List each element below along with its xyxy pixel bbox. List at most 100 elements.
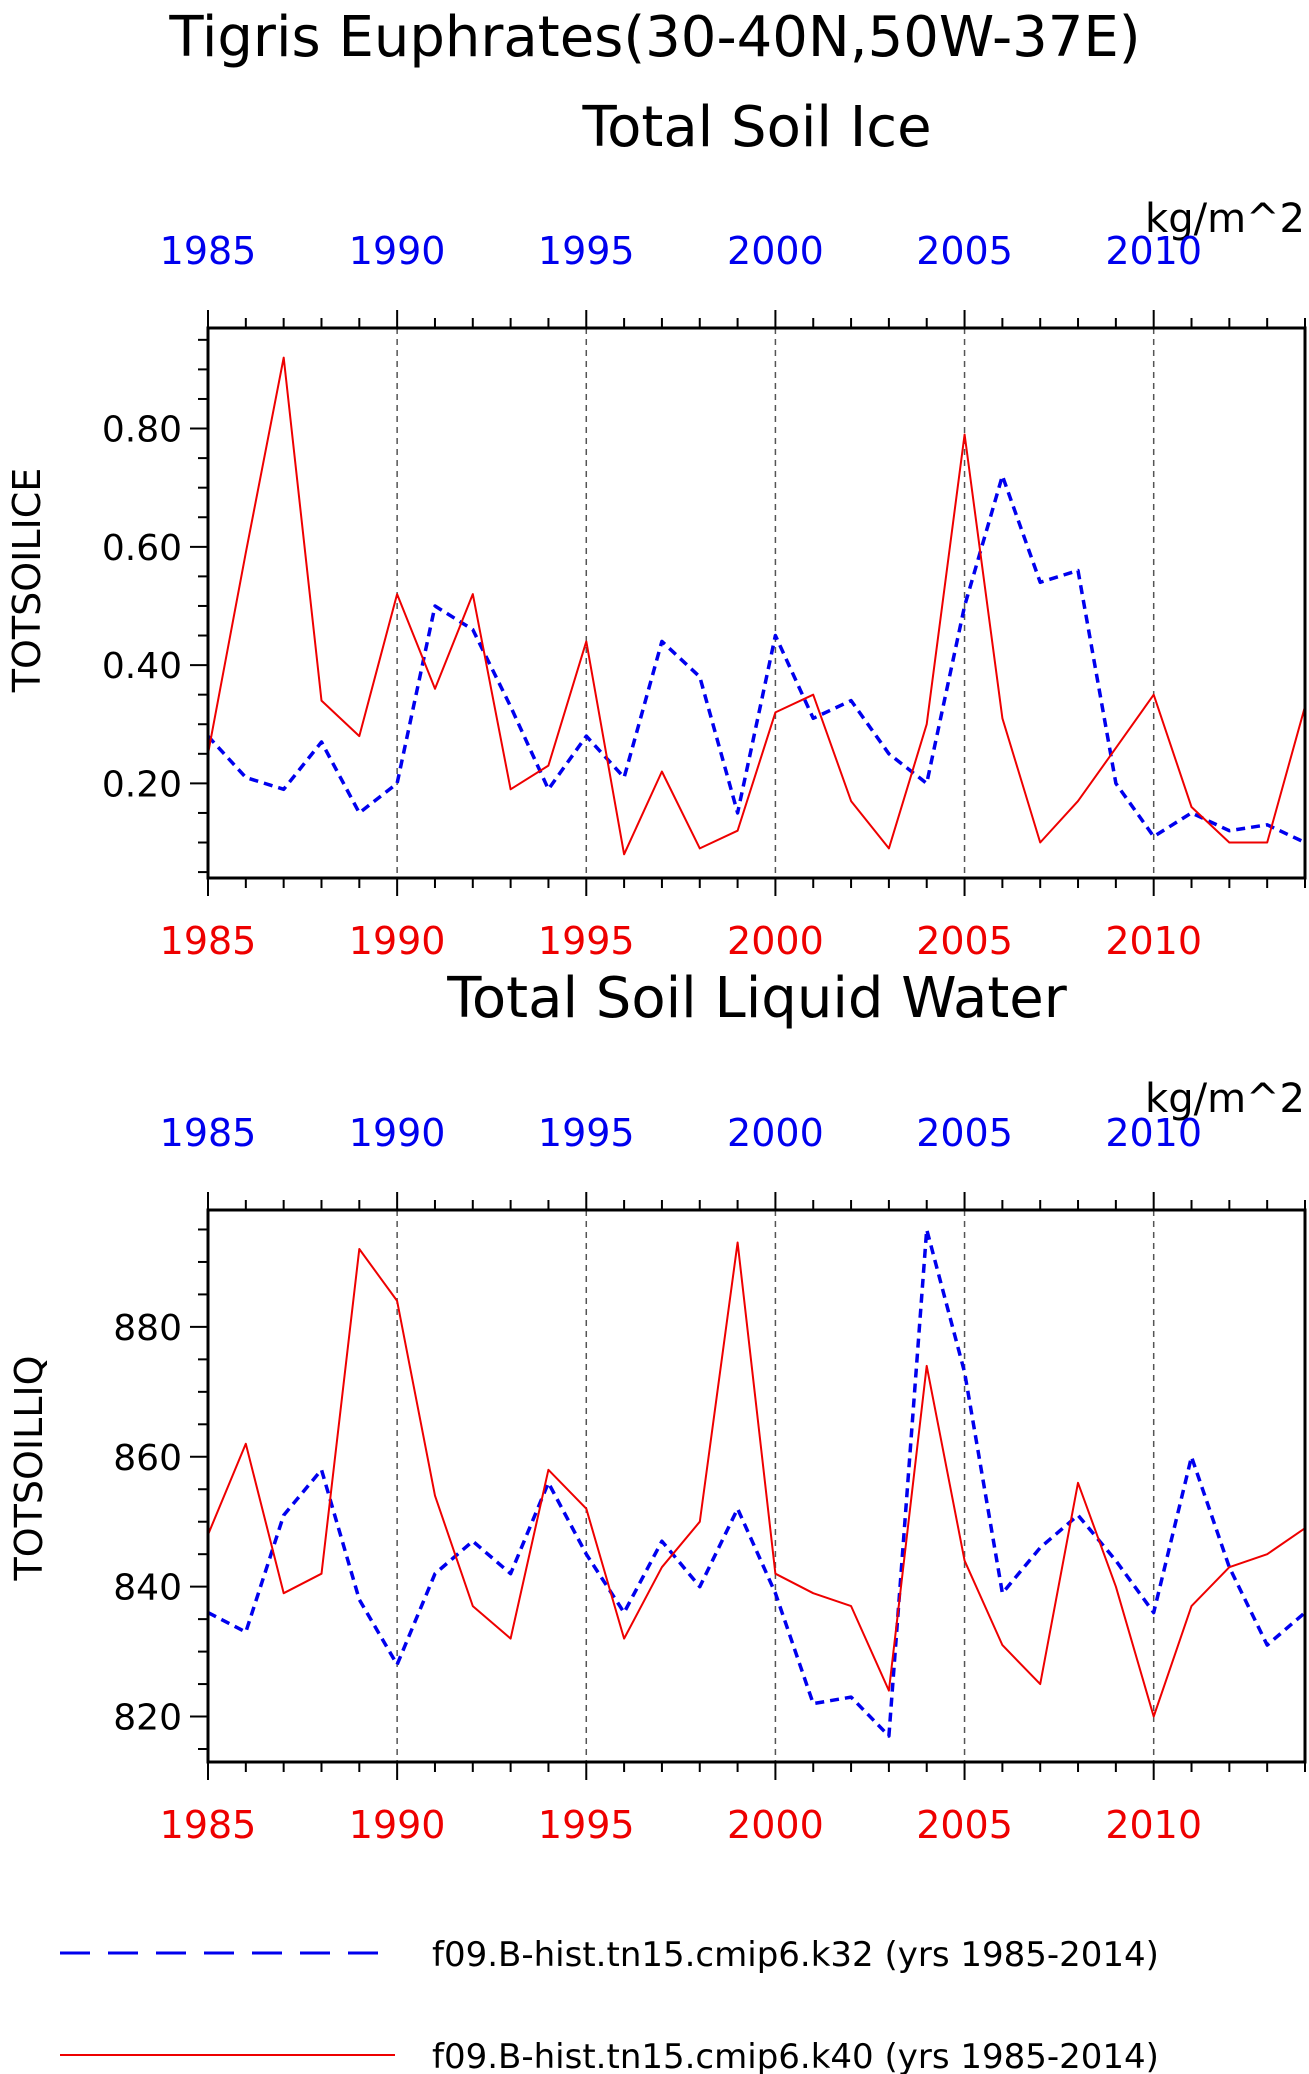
x-tick-label-top: 1995 — [538, 1111, 635, 1155]
series-line-k32 — [207, 1227, 1307, 1738]
plot-frame — [206, 326, 1307, 880]
data-point-k32 — [282, 787, 286, 791]
data-point-k40 — [1265, 1552, 1269, 1556]
data-point-k40 — [1114, 1585, 1118, 1589]
data-point-k40 — [963, 1559, 967, 1563]
series-line-k40 — [207, 356, 1306, 856]
data-point-k40 — [925, 1364, 929, 1368]
x-ticks-bottom: 1985 1990 1995 2000 2005 2010 — [160, 878, 1306, 963]
data-point-k32 — [1190, 811, 1194, 815]
y-ticks: 820 840 860 880 — [113, 1228, 208, 1751]
data-point-k32 — [811, 1702, 815, 1706]
data-point-k32 — [319, 740, 323, 744]
data-point-k32 — [660, 1539, 664, 1543]
data-point-k40 — [1152, 693, 1156, 697]
data-point-k40 — [395, 592, 399, 596]
x-tick-label-top: 1995 — [538, 229, 635, 273]
data-point-k32 — [1152, 1611, 1156, 1615]
x-tick-label-bottom: 1990 — [349, 1803, 446, 1847]
data-point-k40 — [357, 734, 361, 738]
data-point-k40 — [319, 699, 323, 703]
vertical-gridlines — [396, 328, 1155, 878]
data-point-k40 — [736, 829, 740, 833]
x-tick-label-bottom: 2010 — [1105, 919, 1202, 963]
data-point-k40 — [509, 787, 513, 791]
y-tick-label: 0.80 — [102, 410, 182, 451]
data-point-k40 — [509, 1637, 513, 1641]
legend: f09.B-hist.tn15.cmip6.k32 (yrs 1985-2014… — [60, 1935, 1159, 2074]
data-point-k40 — [849, 1604, 853, 1608]
data-point-k32 — [509, 704, 513, 708]
data-point-k40 — [849, 799, 853, 803]
legend-label-k40: f09.B-hist.tn15.cmip6.k40 (yrs 1985-2014… — [432, 2037, 1159, 2074]
data-point-k40 — [1114, 746, 1118, 750]
vertical-gridlines — [396, 1210, 1155, 1762]
data-point-k32 — [1000, 474, 1004, 478]
data-point-k32 — [773, 1591, 777, 1595]
x-tick-label-bottom: 1985 — [160, 919, 257, 963]
data-point-k40 — [1076, 799, 1080, 803]
data-point-k40 — [282, 356, 286, 360]
series-points — [206, 356, 1307, 857]
figure-title: Tigris Euphrates(30-40N,50W-37E) — [168, 5, 1140, 70]
data-point-k32 — [471, 1539, 475, 1543]
data-point-k32 — [357, 811, 361, 815]
series-points — [206, 1227, 1307, 1738]
y-tick-label: 840 — [113, 1568, 182, 1609]
series-line-k32 — [206, 474, 1306, 845]
data-point-k40 — [736, 1240, 740, 1244]
data-point-k32 — [1076, 568, 1080, 572]
legend-label-k32: f09.B-hist.tn15.cmip6.k32 (yrs 1985-2014… — [432, 1935, 1159, 1975]
data-point-k32 — [622, 775, 626, 779]
series-lines — [206, 356, 1306, 856]
y-ticks: 0.20 0.40 0.60 0.80 — [102, 338, 208, 874]
y-tick-label: 860 — [113, 1438, 182, 1479]
chart-panel-soil-ice: Total Soil Ice kg/m^2 TOTSOILICE 0.20 0.4… — [5, 95, 1307, 963]
data-point-k32 — [395, 781, 399, 785]
data-point-k32 — [1038, 1546, 1042, 1550]
data-point-k32 — [1152, 835, 1156, 839]
data-point-k32 — [925, 1227, 929, 1231]
y-axis-label: TOTSOILLIQ — [7, 1355, 51, 1581]
data-point-k40 — [622, 1637, 626, 1641]
data-point-k32 — [887, 1734, 891, 1738]
series-line-k40 — [207, 1241, 1306, 1718]
x-tick-label-top: 2000 — [727, 229, 824, 273]
data-point-k40 — [471, 592, 475, 596]
data-point-k32 — [1190, 1455, 1194, 1459]
data-point-k32 — [849, 699, 853, 703]
data-point-k32 — [584, 1552, 588, 1556]
data-point-k32 — [811, 716, 815, 720]
data-point-k40 — [319, 1572, 323, 1576]
data-point-k32 — [963, 604, 967, 608]
data-point-k40 — [1038, 1682, 1042, 1686]
x-tick-label-top: 1990 — [349, 229, 446, 273]
units-label: kg/m^2 — [1145, 196, 1305, 242]
data-point-k32 — [1227, 829, 1231, 833]
data-point-k40 — [1076, 1481, 1080, 1485]
x-ticks-top: 1985 1990 1995 2000 2005 2010 — [160, 229, 1306, 328]
data-point-k40 — [1227, 1565, 1231, 1569]
y-tick-label: 820 — [113, 1698, 182, 1739]
data-point-k32 — [1265, 823, 1269, 827]
data-point-k40 — [1265, 841, 1269, 845]
x-tick-label-top: 1985 — [160, 229, 257, 273]
x-tick-label-top: 2010 — [1105, 229, 1202, 273]
data-point-k40 — [660, 770, 664, 774]
data-point-k32 — [282, 1513, 286, 1517]
x-tick-label-bottom: 2010 — [1105, 1803, 1202, 1847]
data-point-k32 — [963, 1370, 967, 1374]
data-point-k40 — [925, 722, 929, 726]
data-point-k40 — [887, 846, 891, 850]
data-point-k40 — [433, 687, 437, 691]
series-lines — [207, 1227, 1307, 1738]
x-tick-label-top: 1985 — [160, 1111, 257, 1155]
data-point-k40 — [1190, 805, 1194, 809]
data-point-k40 — [546, 764, 550, 768]
chart-panel-soil-liquid-water: Total Soil Liquid Water kg/m^2 TOTSOILLI… — [7, 966, 1307, 1847]
y-tick-label: 880 — [113, 1308, 182, 1349]
x-tick-label-top: 2005 — [916, 1111, 1013, 1155]
plot-frame — [206, 1208, 1307, 1764]
data-point-k40 — [887, 1689, 891, 1693]
